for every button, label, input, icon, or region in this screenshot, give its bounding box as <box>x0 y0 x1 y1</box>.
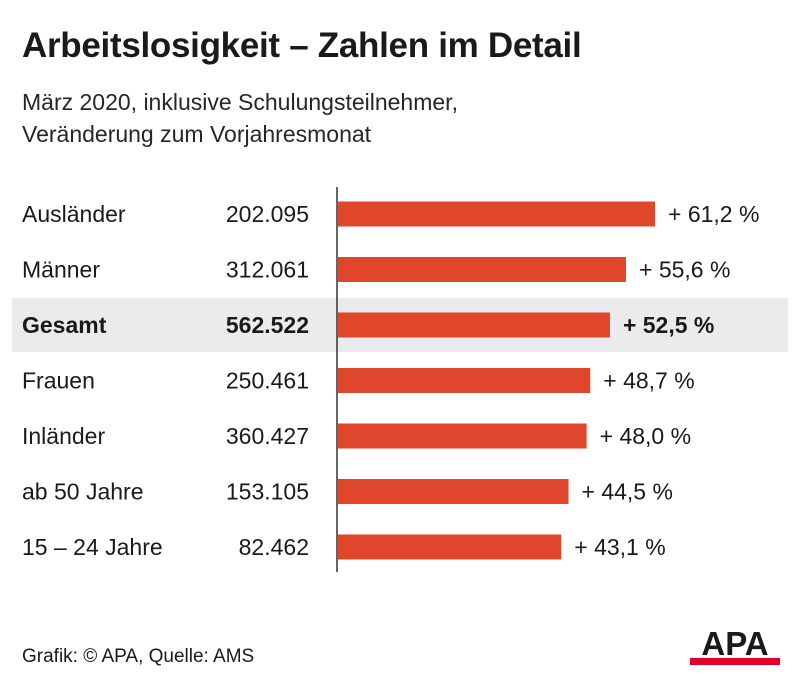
chart-subtitle: März 2020, inklusive Schulungsteilnehmer… <box>22 86 458 150</box>
category-label: Männer <box>22 257 100 283</box>
bar <box>338 534 562 560</box>
count-label: 250.461 <box>226 368 309 394</box>
count-label: 562.522 <box>226 312 309 338</box>
chart-title: Arbeitslosigkeit – Zahlen im Detail <box>22 26 582 65</box>
bar <box>338 201 656 227</box>
value-label: + 43,1 % <box>574 534 665 560</box>
count-label: 153.105 <box>226 479 309 505</box>
count-label: 312.061 <box>226 257 309 283</box>
category-label: ab 50 Jahre <box>22 479 143 505</box>
category-label: Ausländer <box>22 201 126 227</box>
value-label: + 55,6 % <box>639 257 730 283</box>
subtitle-line-1: März 2020, inklusive Schulungsteilnehmer… <box>22 89 458 115</box>
source-credit: Grafik: © APA, Quelle: AMS <box>22 646 255 667</box>
count-label: 82.462 <box>239 534 309 560</box>
value-label: + 52,5 % <box>623 312 714 338</box>
apa-logo-text: APA <box>701 625 768 662</box>
apa-logo-bar <box>690 658 780 665</box>
bar <box>338 479 569 504</box>
count-label: 360.427 <box>226 423 309 449</box>
category-label: Inländer <box>22 423 105 449</box>
bar <box>338 368 591 393</box>
subtitle-line-2: Veränderung zum Vorjahresmonat <box>22 121 372 147</box>
bar <box>338 423 587 449</box>
value-label: + 48,7 % <box>603 368 694 394</box>
value-label: + 61,2 % <box>668 201 759 227</box>
value-label: + 48,0 % <box>600 423 691 449</box>
bar <box>338 257 627 282</box>
category-label: 15 – 24 Jahre <box>22 534 163 560</box>
count-label: 202.095 <box>226 201 309 227</box>
value-label: + 44,5 % <box>582 479 673 505</box>
bar-chart: Ausländer 202.095 + 61,2 % Männer 312.061 + 5… <box>12 187 788 572</box>
bar <box>338 312 610 338</box>
category-label: Frauen <box>22 368 95 394</box>
category-label: Gesamt <box>22 312 107 338</box>
apa-logo: APA <box>690 625 780 665</box>
